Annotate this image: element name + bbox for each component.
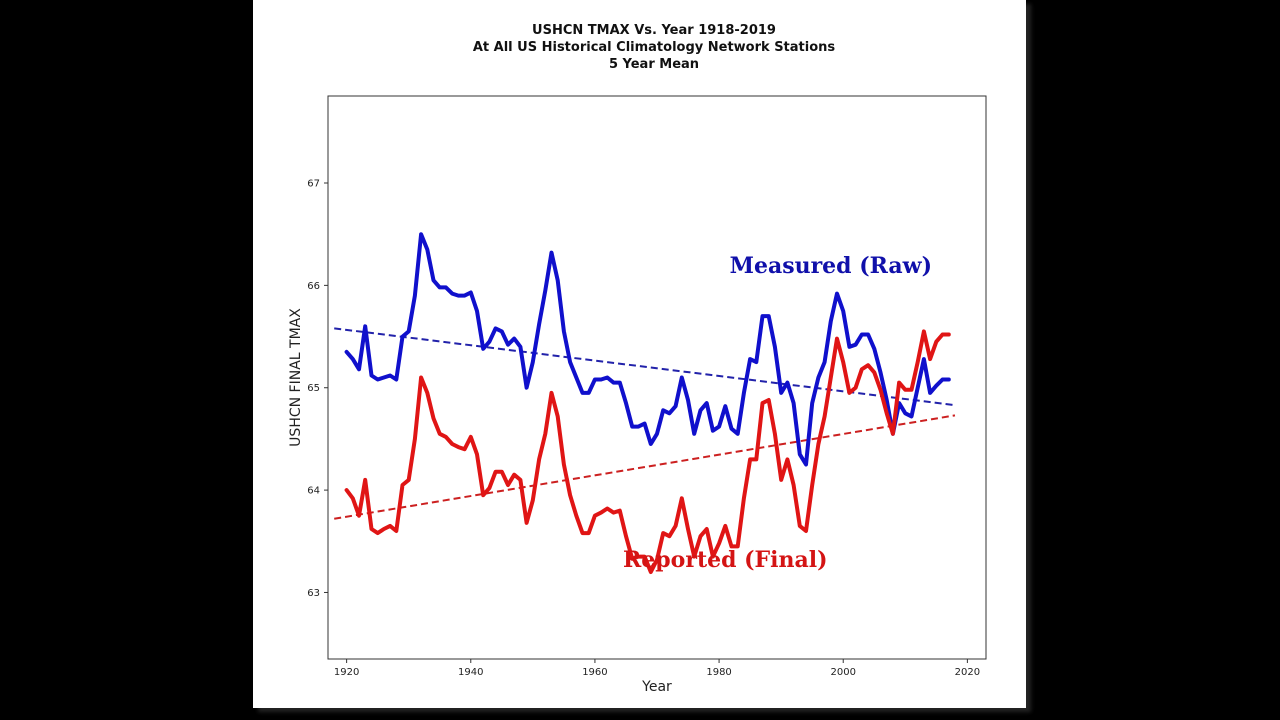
y-tick-label: 67	[307, 179, 320, 190]
y-tick-label: 63	[307, 588, 320, 599]
chart-title-line: 5 Year Mean	[609, 57, 699, 72]
annotation-measured-raw: Measured (Raw)	[730, 253, 932, 279]
chart-title-line: At All US Historical Climatology Network…	[473, 40, 836, 55]
chart-title: USHCN TMAX Vs. Year 1918-2019 At All US H…	[473, 23, 836, 72]
annotations: Measured (Raw) Reported (Final)	[623, 253, 932, 573]
series-line-reported-final	[344, 329, 951, 574]
chart-frame: USHCN TMAX Vs. Year 1918-2019 At All US H…	[253, 0, 1026, 708]
chart-title-line: USHCN TMAX Vs. Year 1918-2019	[532, 23, 776, 38]
x-tick-label: 1920	[334, 667, 359, 678]
x-axis-label: Year	[641, 679, 672, 695]
y-tick-label: 65	[307, 383, 320, 394]
y-tick-label: 64	[307, 486, 320, 497]
chart-svg: USHCN TMAX Vs. Year 1918-2019 At All US H…	[288, 23, 987, 695]
x-axis: 1920 1940 1960 1980 2000 2020	[334, 659, 980, 678]
y-axis-label: USHCN FINAL TMAX	[288, 308, 304, 447]
series-line-measured-raw	[344, 232, 951, 467]
annotation-reported-final: Reported (Final)	[623, 547, 828, 573]
trendline-reported	[334, 414, 956, 520]
plot-area	[327, 95, 987, 660]
x-tick-label: 2000	[830, 667, 855, 678]
x-tick-label: 1980	[706, 667, 731, 678]
data-series	[344, 232, 951, 574]
x-tick-label: 2020	[955, 667, 980, 678]
y-tick-label: 66	[307, 281, 320, 292]
x-tick-label: 1940	[458, 667, 483, 678]
y-axis: 63 64 65 66 67	[307, 179, 328, 599]
x-tick-label: 1960	[582, 667, 607, 678]
